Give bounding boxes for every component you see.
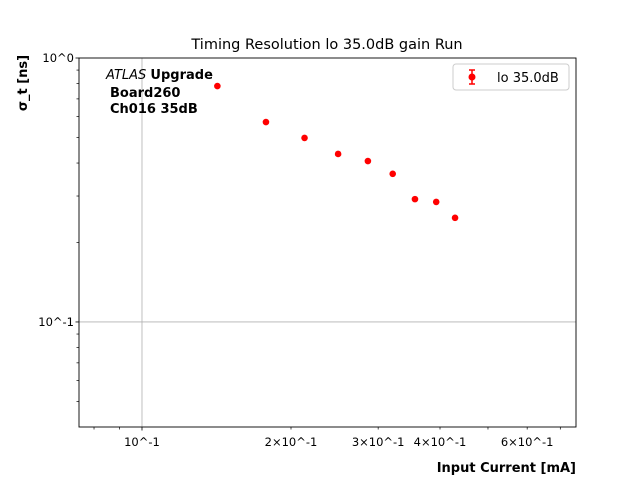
- x-tick-label: 4×10^-1: [414, 435, 467, 449]
- atlas-annotation: ATLAS Upgrade Board260 Ch016 35dB: [105, 68, 213, 117]
- annotation-atlas: ATLAS: [105, 68, 146, 83]
- data-point: [451, 214, 459, 222]
- data-point: [214, 82, 221, 90]
- x-tick-label: 10^-1: [124, 435, 160, 449]
- annotation-board: Board260: [110, 86, 180, 101]
- y-axis-label: σ_t [ns]: [16, 55, 31, 111]
- x-axis-label: Input Current [mA]: [437, 461, 576, 476]
- chart-title: Timing Resolution lo 35.0dB gain Run: [190, 37, 462, 53]
- annotation-upgrade: Upgrade: [150, 68, 213, 83]
- y-tick-label: 10^0: [42, 51, 74, 65]
- legend-label: lo 35.0dB: [497, 71, 559, 86]
- plot-frame: [78, 57, 577, 428]
- data-point: [411, 195, 419, 203]
- data-point: [153, 50, 160, 57]
- y-tick-label: 10^-1: [38, 315, 74, 329]
- x-tick-label: 2×10^-1: [265, 435, 318, 449]
- legend: lo 35.0dB: [452, 63, 570, 91]
- data-point: [334, 150, 342, 158]
- data-point: [432, 198, 440, 206]
- data-point: [389, 170, 397, 178]
- x-tick-label: 3×10^-1: [352, 435, 405, 449]
- annotation-channel: Ch016 35dB: [110, 102, 198, 117]
- data-point: [364, 157, 372, 165]
- svg-text:ATLAS Upgrade: ATLAS Upgrade: [105, 68, 213, 83]
- x-tick-label: 6×10^-1: [501, 435, 554, 449]
- data-point: [262, 118, 270, 126]
- data-point: [301, 134, 308, 142]
- legend-marker: [468, 73, 476, 81]
